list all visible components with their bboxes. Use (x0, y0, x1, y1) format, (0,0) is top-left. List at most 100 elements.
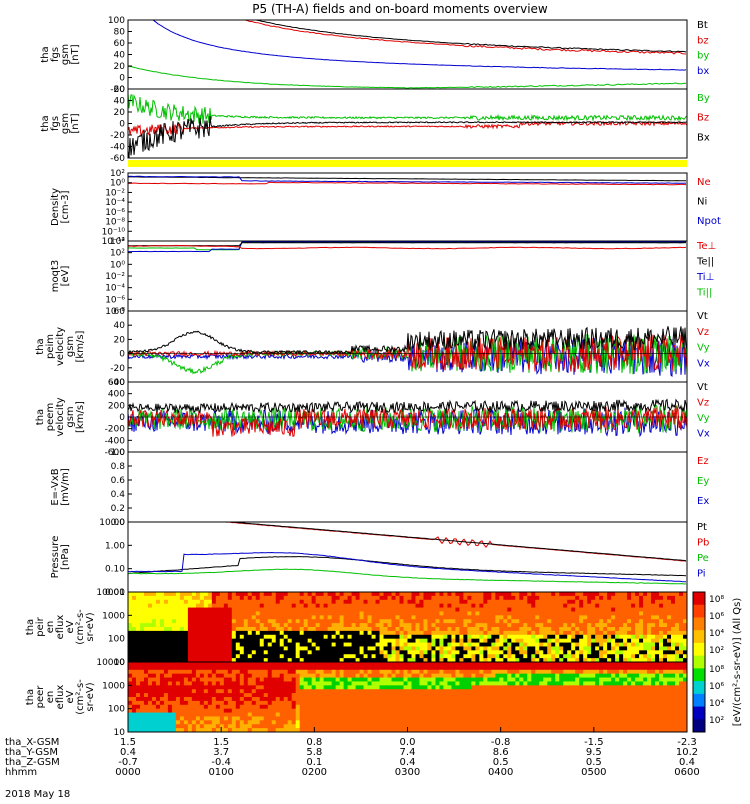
spectrogram-cell (260, 681, 264, 685)
spectrogram-cell (651, 608, 655, 612)
spectrogram-cell (455, 701, 459, 705)
spectrogram-cell (144, 678, 148, 682)
spectrogram-cell (507, 720, 511, 724)
spectrogram-cell (575, 611, 579, 615)
spectrogram-cell (543, 678, 547, 682)
spectrogram-cell (264, 697, 268, 701)
spectrogram-cell (348, 709, 352, 713)
spectrogram-cell (360, 639, 364, 643)
spectrogram-cell (483, 697, 487, 701)
spectrogram-cell (567, 592, 571, 596)
spectrogram-cell (144, 674, 148, 678)
spectrogram-cell (272, 627, 276, 631)
spectrogram-cell (148, 615, 152, 619)
spectrogram-cell (180, 639, 184, 643)
spectrogram-cell (507, 709, 511, 713)
spectrogram-cell (655, 639, 659, 643)
spectrogram-cell (543, 654, 547, 658)
spectrogram-cell (368, 689, 372, 693)
spectrogram-cell (519, 643, 523, 647)
spectrogram-cell (404, 693, 408, 697)
spectrogram-cell (136, 623, 140, 627)
spectrogram-cell (332, 650, 336, 654)
spectrogram-cell (575, 713, 579, 717)
spectrogram-cell (164, 592, 168, 596)
spectrogram-cell (280, 697, 284, 701)
spectrogram-cell (651, 611, 655, 615)
spectrogram-cell (344, 724, 348, 728)
spectrogram-cell (220, 611, 224, 615)
spectrogram-cell (404, 713, 408, 717)
spectrogram-cell (591, 646, 595, 650)
spectrogram-cell (667, 611, 671, 615)
spectrogram-cell (364, 623, 368, 627)
spectrogram-cell (228, 689, 232, 693)
spectrogram-cell (427, 678, 431, 682)
spectrogram-cell (312, 693, 316, 697)
spectrogram-cell (551, 611, 555, 615)
spectrogram-cell (176, 600, 180, 604)
spectrogram-cell (264, 662, 268, 666)
spectrogram-cell (571, 608, 575, 612)
spectrogram-cell (292, 643, 296, 647)
spectrogram-cell (312, 650, 316, 654)
spectrogram-cell (603, 600, 607, 604)
spectrogram-cell (296, 697, 300, 701)
spectrogram-cell (244, 681, 248, 685)
spectrogram-cell (136, 685, 140, 689)
spectrogram-cell (232, 716, 236, 720)
spectrogram-cell (148, 701, 152, 705)
spectrogram-cell (443, 693, 447, 697)
spectrogram-cell (280, 639, 284, 643)
spectrogram-cell (264, 604, 268, 608)
spectrogram-cell (356, 662, 360, 666)
spectrogram-cell (595, 615, 599, 619)
spectrogram-cell (252, 713, 256, 717)
spectrogram-cell (563, 623, 567, 627)
spectrogram-cell (296, 720, 300, 724)
spectrogram-cell (252, 615, 256, 619)
spectrogram-cell (539, 623, 543, 627)
spectrogram-cell (200, 713, 204, 717)
y-tick-label: 10² (110, 249, 125, 259)
spectrogram-cell (252, 701, 256, 705)
spectrogram-cell (595, 611, 599, 615)
spectrogram-cell (499, 713, 503, 717)
spectrogram-cell (236, 662, 240, 666)
spectrogram-cell (675, 592, 679, 596)
spectrogram-cell (515, 720, 519, 724)
spectrogram-cell (192, 697, 196, 701)
spectrogram-cell (132, 600, 136, 604)
spectrogram-cell (459, 611, 463, 615)
spectrogram-cell (232, 689, 236, 693)
spectrogram-cell (132, 631, 136, 635)
spectrogram-cell (435, 674, 439, 678)
spectrogram-cell (168, 646, 172, 650)
spectrogram-cell (415, 693, 419, 697)
spectrogram-cell (244, 701, 248, 705)
spectrogram-cell (627, 623, 631, 627)
spectrogram-cell (332, 608, 336, 612)
spectrogram-cell (272, 596, 276, 600)
spectrogram-cell (196, 608, 200, 612)
spectrogram-cell (435, 611, 439, 615)
spectrogram-cell (136, 592, 140, 596)
spectrogram-cell (228, 611, 232, 615)
spectrogram-cell (431, 678, 435, 682)
spectrogram-cell (188, 615, 192, 619)
spectrogram-cell (328, 662, 332, 666)
spectrogram-cell (380, 615, 384, 619)
spectrogram-cell (316, 693, 320, 697)
spectrogram-cell (368, 604, 372, 608)
spectrogram-cell (156, 724, 160, 728)
spectrogram-cell (272, 693, 276, 697)
spectrogram-cell (547, 685, 551, 689)
spectrogram-cell (292, 674, 296, 678)
spectrogram-cell (471, 709, 475, 713)
spectrogram-cell (467, 654, 471, 658)
spectrogram-cell (539, 713, 543, 717)
spectrogram-cell (555, 678, 559, 682)
spectrogram-cell (232, 635, 236, 639)
spectrogram-cell (515, 716, 519, 720)
spectrogram-cell (292, 697, 296, 701)
